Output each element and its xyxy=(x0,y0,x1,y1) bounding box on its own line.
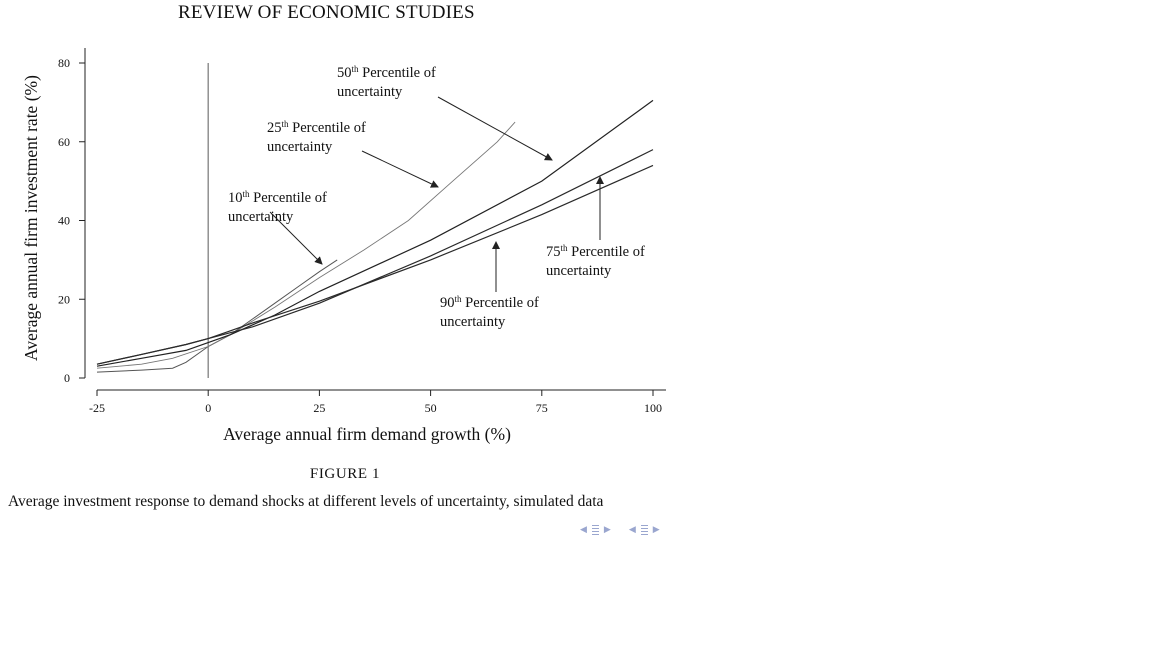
x-tick-label: 50 xyxy=(425,401,437,415)
series-line-1 xyxy=(96,259,338,373)
series-line-2 xyxy=(96,121,516,369)
x-tick-label: 100 xyxy=(644,401,662,415)
nav-next-subsection-icon[interactable]: ▶ xyxy=(652,524,660,535)
figure-caption: Average investment response to demand sh… xyxy=(8,493,604,510)
y-tick-label: 60 xyxy=(58,135,70,149)
annotation-arrow xyxy=(361,150,439,188)
slide-navigation: ◀ ▶ ◀ ▶ xyxy=(580,524,660,535)
annotation-label-line2: uncertainty xyxy=(546,263,612,279)
nav-subsection-group: ◀ ▶ xyxy=(629,524,660,535)
investment-response-chart: 0 20 40 60 80 -25 0 25 50 75 100 10th Percentile o… xyxy=(21,48,666,444)
section-icon[interactable] xyxy=(591,524,600,535)
nav-prev-subsection-icon[interactable]: ◀ xyxy=(628,524,636,535)
y-axis-label: Average annual firm investment rate (%) xyxy=(21,75,41,361)
y-tick-label: 40 xyxy=(58,214,70,228)
annotation-label-line1: 90th Percentile of xyxy=(440,294,539,311)
nav-prev-section-icon[interactable]: ◀ xyxy=(580,524,587,535)
chart-series xyxy=(96,99,654,373)
chart-axes: 0 20 40 60 80 -25 0 25 50 75 100 xyxy=(58,48,666,415)
annotation-label-line1: 75th Percentile of xyxy=(546,243,645,260)
series-line-3 xyxy=(96,99,654,367)
chart-annotations: 10th Percentile of uncertainty 25th Percen… xyxy=(228,64,645,330)
subsection-icon[interactable] xyxy=(640,524,649,535)
annotation-label-line2: uncertainty xyxy=(267,139,333,155)
x-axis-label: Average annual firm demand growth (%) xyxy=(223,424,511,444)
series-line-5 xyxy=(96,164,654,365)
x-tick-label: 75 xyxy=(536,401,548,415)
annotation-arrow xyxy=(269,211,323,265)
annotation-label-line1: 50th Percentile of xyxy=(337,64,436,81)
annotation-label-line2: uncertainty xyxy=(337,84,403,100)
journal-header: REVIEW OF ECONOMIC STUDIES xyxy=(178,2,475,23)
figure-label: FIGURE 1 xyxy=(309,466,381,482)
annotation-label-line2: uncertainty xyxy=(228,209,294,225)
y-tick-label: 80 xyxy=(58,56,70,70)
annotation-arrow xyxy=(437,96,553,161)
x-tick-label: -25 xyxy=(89,401,105,415)
y-tick-label: 0 xyxy=(64,371,70,385)
annotation-label-line2: uncertainty xyxy=(440,314,506,330)
y-tick-label: 20 xyxy=(58,292,70,306)
x-tick-label: 25 xyxy=(313,401,325,415)
nav-section-group: ◀ ▶ xyxy=(580,524,611,535)
nav-next-section-icon[interactable]: ▶ xyxy=(603,524,611,535)
annotation-label-line1: 10th Percentile of xyxy=(228,189,327,206)
x-tick-label: 0 xyxy=(205,401,211,415)
annotation-label-line1: 25th Percentile of xyxy=(267,119,366,136)
